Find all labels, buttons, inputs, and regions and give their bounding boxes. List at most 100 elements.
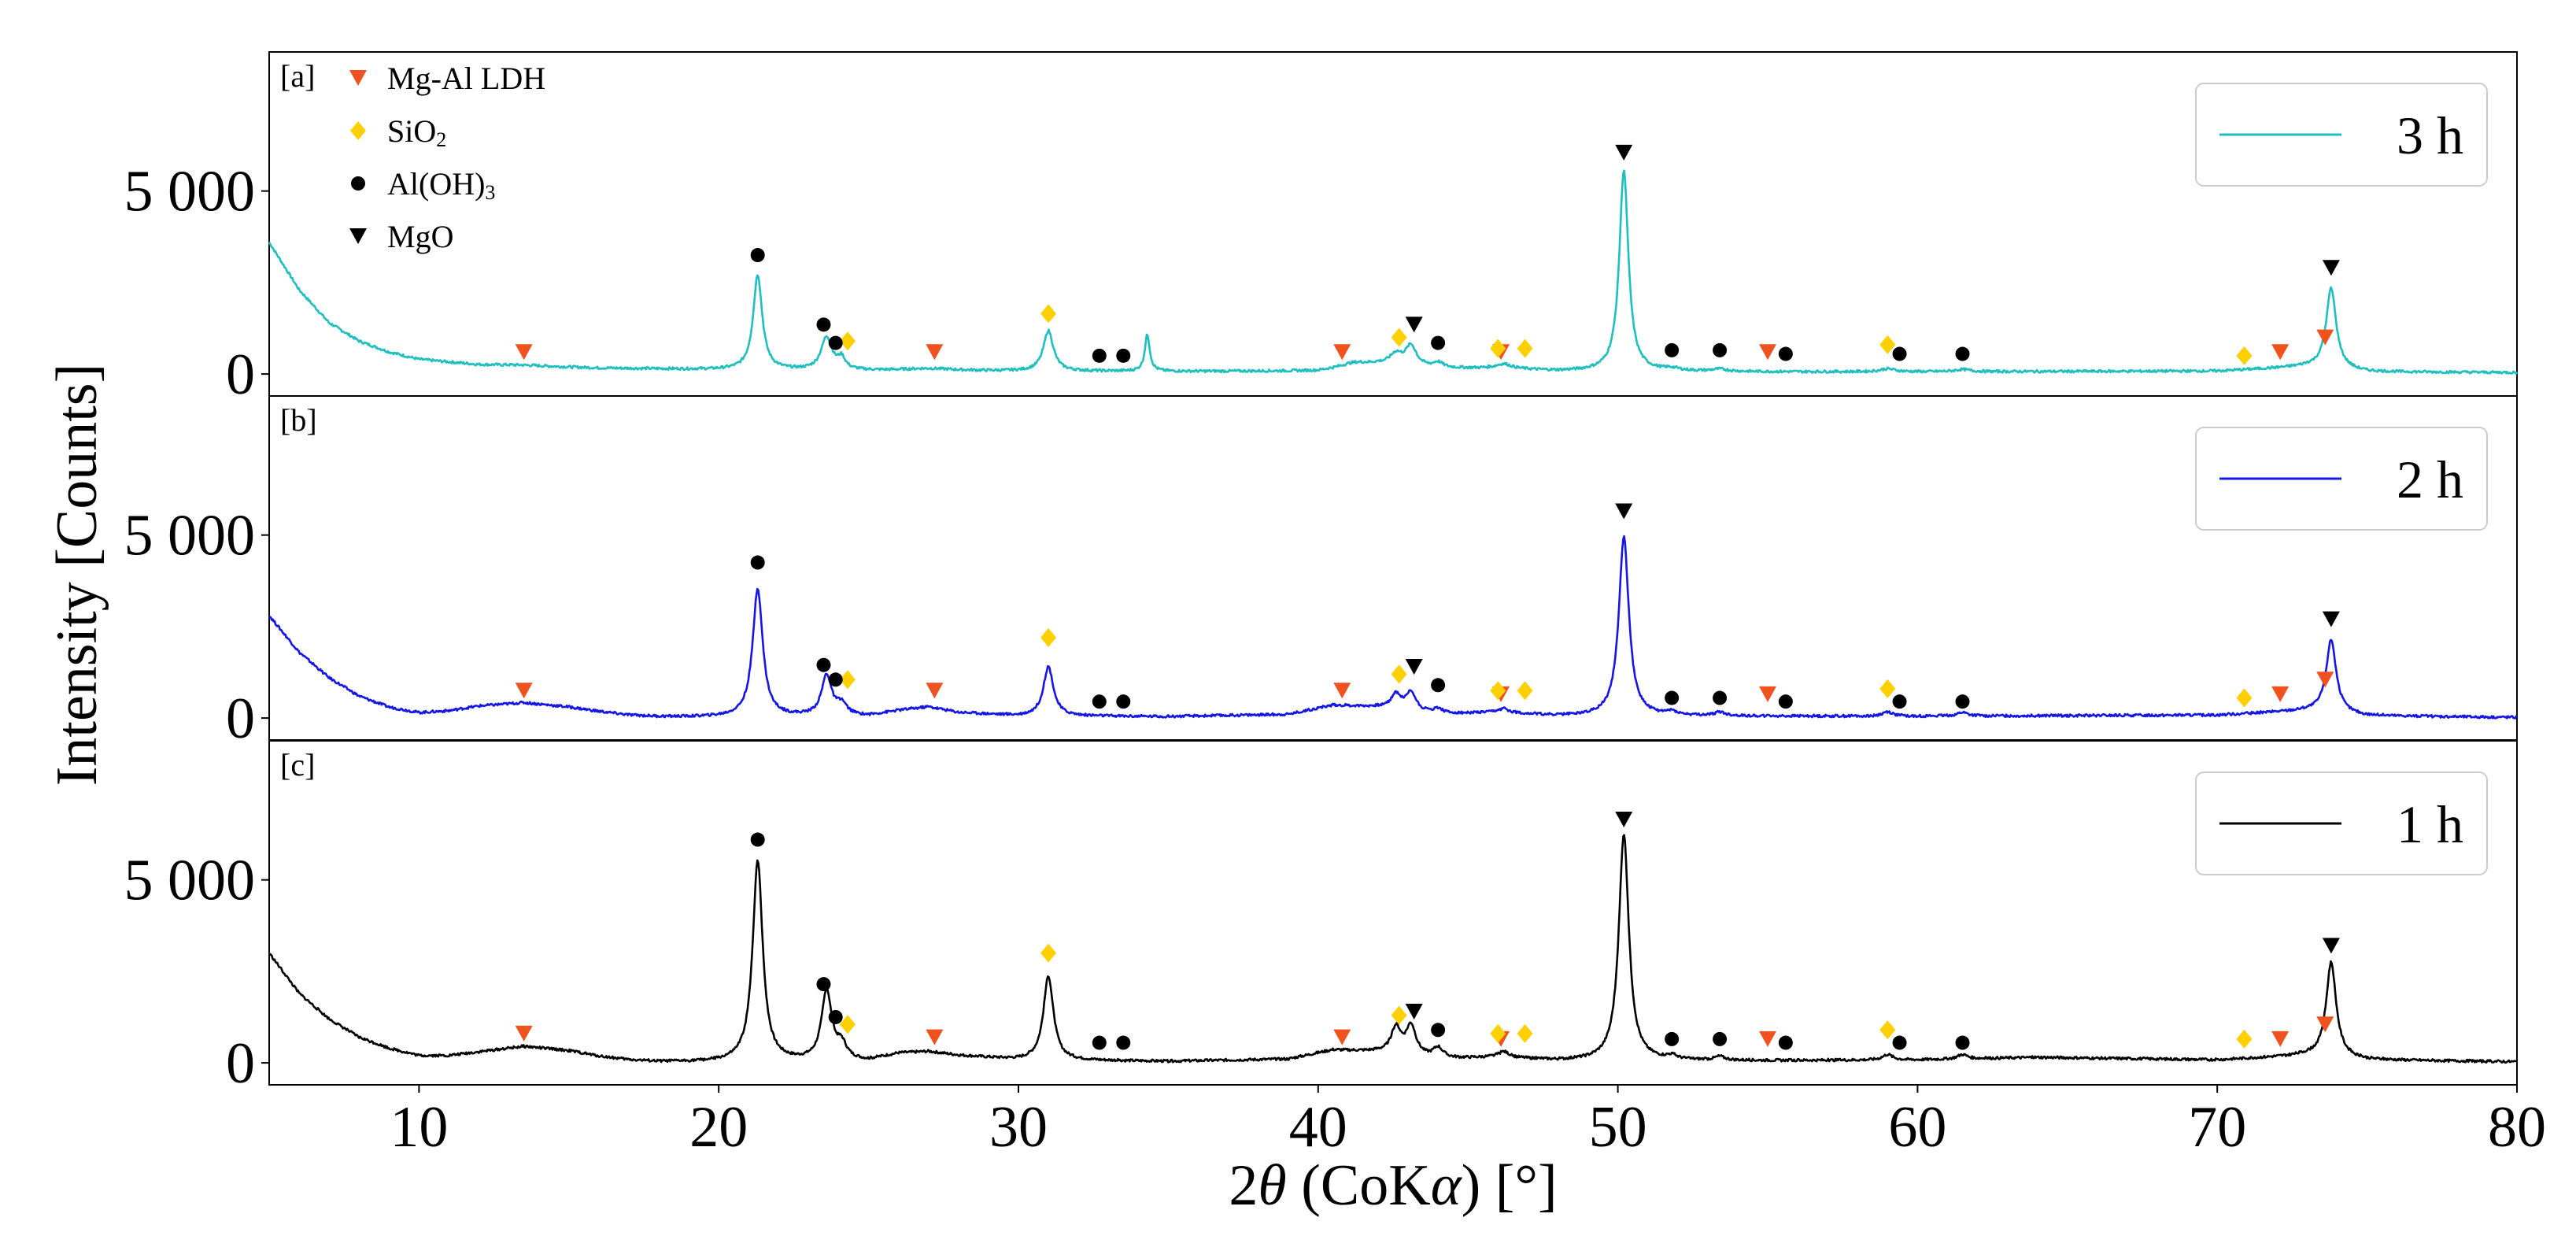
- peak-marker-ldh: [2316, 672, 2334, 688]
- x-tick-label: 20: [689, 1095, 748, 1160]
- peak-marker-sio2: [1490, 681, 1506, 701]
- y-tick-label: 0: [226, 1031, 255, 1096]
- marker-key-label: MgO: [387, 219, 453, 254]
- peak-marker-sio2: [1517, 1023, 1533, 1043]
- peak-marker-ldh: [515, 683, 533, 699]
- peak-marker-aloh3: [816, 317, 831, 332]
- panel-tag: [c]: [280, 747, 315, 783]
- peak-marker-ldh: [2316, 1016, 2334, 1033]
- peak-marker-ldh: [515, 1025, 533, 1042]
- y-tick-label: 0: [226, 342, 255, 407]
- peak-marker-sio2: [1879, 679, 1896, 698]
- peak-marker-sio2: [1517, 339, 1533, 358]
- peak-marker-aloh3: [1778, 694, 1793, 709]
- peak-marker-sio2: [1517, 681, 1533, 701]
- x-tick-label: 50: [1589, 1095, 1647, 1160]
- peak-marker-mgo: [1615, 144, 1633, 161]
- legend-label: 2 h: [2397, 450, 2463, 509]
- peak-marker-aloh3: [1713, 342, 1728, 357]
- peak-marker-ldh: [1759, 686, 1776, 702]
- peak-marker-aloh3: [1092, 348, 1107, 363]
- peak-marker-mgo: [1615, 503, 1633, 520]
- peak-marker-aloh3: [1892, 694, 1907, 709]
- peak-marker-mgo: [1405, 1004, 1423, 1020]
- x-axis-label: 2θ (CoKα) [°]: [1229, 1153, 1557, 1218]
- peak-marker-aloh3: [828, 1009, 843, 1024]
- panel-1: 0 5 000 [a] 3 h Mg-Al LDH SiO2 Al(OH)3 MgO: [124, 51, 2519, 407]
- x-tick-label: 30: [989, 1095, 1048, 1160]
- x-label-theta: θ: [1258, 1153, 1286, 1218]
- peak-marker-mgo: [2322, 260, 2340, 276]
- peak-marker-mgo: [2322, 938, 2340, 954]
- peak-marker-sio2: [839, 331, 856, 351]
- peak-marker-ldh: [2271, 686, 2290, 702]
- peak-marker-sio2: [2236, 346, 2253, 365]
- peak-marker-ldh: [926, 344, 944, 361]
- peak-marker-aloh3: [1431, 678, 1446, 693]
- peak-marker-ldh: [2271, 1031, 2290, 1047]
- peak-marker-sio2: [839, 670, 856, 690]
- legend-label: 1 h: [2397, 794, 2463, 854]
- peak-marker-aloh3: [1431, 1023, 1446, 1038]
- peak-marker-mgo: [1405, 659, 1423, 675]
- peak-marker-ldh: [926, 683, 944, 699]
- peak-marker-aloh3: [1955, 694, 1970, 709]
- marker-key-symbol: [351, 176, 365, 191]
- peak-marker-aloh3: [816, 657, 831, 672]
- y-tick-label: 0: [226, 686, 255, 751]
- peak-marker-aloh3: [1778, 346, 1793, 361]
- x-tick-label: 40: [1289, 1095, 1347, 1160]
- panel-2: 0 5 000 [b] 2 h: [124, 395, 2518, 751]
- peak-marker-sio2: [1490, 339, 1506, 358]
- peak-marker-sio2: [2236, 688, 2253, 708]
- x-label-factor: 2: [1229, 1153, 1258, 1218]
- x-tick-label: 10: [390, 1095, 448, 1160]
- series-line-1h: [268, 834, 2518, 1064]
- peak-marker-ldh: [2316, 329, 2334, 346]
- panel-frame: [268, 395, 2518, 741]
- panel-tag: [a]: [280, 58, 315, 94]
- peak-marker-aloh3: [1713, 1031, 1728, 1046]
- marker-key-label: Al(OH)3: [387, 166, 495, 204]
- marker-key-symbol: [349, 228, 367, 244]
- peak-marker-aloh3: [1665, 1031, 1680, 1046]
- peak-marker-sio2: [1879, 335, 1896, 354]
- y-axis-label: Intensity [Counts]: [45, 364, 109, 786]
- peak-marker-aloh3: [750, 555, 765, 570]
- peak-marker-ldh: [1333, 344, 1351, 361]
- peak-marker-sio2: [1391, 327, 1407, 347]
- x-label-source: (CoK: [1287, 1153, 1431, 1218]
- peak-marker-mgo: [1615, 811, 1633, 827]
- marker-key-label: SiO2: [387, 113, 446, 151]
- peak-marker-aloh3: [1116, 348, 1131, 363]
- x-tick-label: 70: [2188, 1095, 2246, 1160]
- peak-marker-aloh3: [1892, 346, 1907, 361]
- peak-marker-aloh3: [1778, 1035, 1793, 1050]
- peak-marker-aloh3: [1431, 335, 1446, 350]
- peak-marker-aloh3: [816, 977, 831, 992]
- peak-marker-sio2: [2236, 1029, 2253, 1049]
- peak-marker-sio2: [1879, 1020, 1896, 1040]
- series-line-2h: [268, 535, 2518, 720]
- x-axis: 10 20 30 40 50 60 70 80: [390, 1085, 2546, 1160]
- y-tick-label: 5 000: [124, 160, 256, 224]
- peak-marker-mgo: [2322, 611, 2340, 627]
- peak-marker-aloh3: [1116, 694, 1131, 709]
- peak-marker-mgo: [1405, 316, 1423, 333]
- y-tick-label: 5 000: [124, 849, 256, 913]
- peak-marker-aloh3: [1092, 1035, 1107, 1050]
- peak-marker-aloh3: [1892, 1035, 1907, 1050]
- peak-marker-aloh3: [750, 832, 765, 847]
- peak-marker-sio2: [1391, 1005, 1407, 1025]
- peak-marker-aloh3: [750, 248, 765, 263]
- peak-marker-sio2: [1040, 304, 1057, 324]
- peak-marker-aloh3: [1116, 1035, 1131, 1050]
- peak-marker-ldh: [2271, 344, 2290, 361]
- marker-key-symbol: [350, 121, 366, 140]
- peak-marker-ldh: [1333, 683, 1351, 699]
- peak-marker-ldh: [1759, 344, 1776, 361]
- legend-label: 3 h: [2397, 105, 2463, 165]
- x-label-unit: ) [°]: [1462, 1153, 1558, 1218]
- peak-marker-sio2: [1040, 943, 1057, 963]
